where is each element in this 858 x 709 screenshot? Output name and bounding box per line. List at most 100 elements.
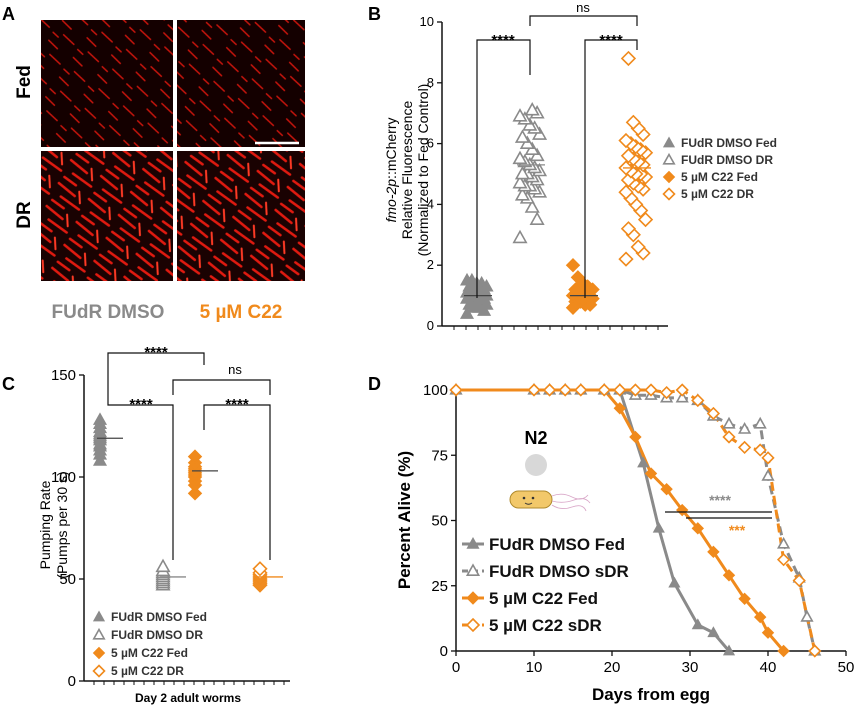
legend-marker	[92, 610, 106, 622]
data-point	[618, 251, 634, 267]
data-point	[187, 449, 203, 464]
data-point	[675, 390, 689, 403]
panel-d-letter: D	[368, 374, 381, 394]
y-tick-label: 150	[51, 367, 76, 384]
legend-entry: FUdR DMSO Fed	[111, 610, 207, 624]
panel-d-legend: FUdR DMSO Fed FUdR DMSO sDR 5 µM C22 Fed 5 …	[462, 535, 629, 635]
data-point	[524, 199, 540, 213]
col-label-c22: 5 µM C22	[200, 302, 283, 323]
data-point	[459, 272, 475, 286]
data-point	[753, 443, 767, 457]
micrograph-fed-c22	[177, 20, 305, 147]
data-point	[524, 102, 540, 116]
strain-label: N2	[524, 428, 547, 448]
panel-b-ylabel-line1: fmo-2p::mCherry	[383, 117, 399, 222]
y-tick-label: 50	[59, 571, 76, 588]
panel-d: D Percent Alive (%) Days from egg 0 25 50 7…	[368, 374, 854, 704]
y-tick-label: 10	[420, 14, 434, 29]
data-point	[459, 306, 475, 319]
legend-marker	[465, 563, 481, 576]
legend-entry: 5 µM C22 Fed	[111, 646, 188, 660]
data-point	[737, 440, 752, 455]
panel-b-significance: **** **** ns	[476, 0, 638, 298]
col-label-dmso: FUdR DMSO	[52, 302, 165, 323]
panel-b-ylabel-line3: (Normalized to Fed Control)	[415, 84, 431, 257]
panel-c-legend: FUdR DMSO Fed FUdR DMSO DR 5 µM C22 Fed 5 µ…	[92, 610, 207, 678]
y-tick-label: 8	[427, 75, 434, 90]
data-point	[514, 129, 530, 143]
data-point	[644, 467, 658, 480]
row-label-dr: DR	[14, 201, 35, 229]
legend-entry: FUdR DMSO Fed	[489, 535, 625, 554]
y-tick-label: 2	[427, 257, 434, 272]
data-point	[565, 257, 581, 273]
panel-c: C Pumping Rate (Pumps per 30 s) 0 50 100 15…	[2, 344, 290, 705]
y-tick-label: 0	[440, 643, 448, 660]
data-point	[675, 503, 689, 517]
data-point	[542, 383, 557, 397]
data-point	[529, 211, 545, 225]
data-point	[620, 148, 637, 164]
data-point	[652, 521, 665, 533]
sig-d-grey: ****	[709, 492, 731, 508]
data-point	[668, 576, 681, 588]
panel-a-letter: A	[2, 4, 15, 24]
y-tick-label: 6	[427, 136, 434, 151]
data-point	[613, 383, 627, 397]
legend-entry: 5 µM C22 Fed	[681, 170, 758, 184]
panel-c-significance: **** **** ns ****	[107, 344, 271, 560]
worm-spot	[525, 454, 547, 476]
data-point	[753, 416, 767, 429]
x-tick-label: 40	[760, 659, 777, 676]
legend-entry: FUdR DMSO sDR	[489, 562, 629, 581]
data-point	[252, 561, 268, 577]
legend-marker	[92, 627, 106, 640]
x-tick-label: 20	[604, 659, 621, 676]
sig-d-orange: ***	[729, 522, 746, 538]
data-point	[618, 132, 634, 149]
data-point	[512, 108, 528, 122]
sig-b-dmso: ****	[491, 32, 515, 49]
x-tick-label: 30	[682, 659, 699, 676]
sig-c-c22: ****	[225, 396, 249, 413]
legend-entry: FUdR DMSO Fed	[681, 136, 777, 150]
y-tick-label: 100	[423, 382, 448, 399]
data-point	[597, 383, 611, 397]
panel-c-ylabel-line2: (Pumps per 30 s)	[54, 471, 70, 578]
legend-entry: FUdR DMSO DR	[111, 628, 203, 642]
data-point	[625, 114, 641, 130]
data-point	[777, 644, 790, 658]
data-point	[761, 468, 775, 481]
data-point	[574, 383, 588, 397]
data-point	[792, 573, 806, 588]
bacterium-icon	[509, 490, 591, 512]
y-tick-label: 0	[68, 673, 76, 690]
x-tick-label: 10	[526, 659, 543, 676]
data-point	[808, 644, 822, 658]
legend-marker	[662, 187, 676, 201]
data-point	[691, 522, 705, 535]
survival-line	[456, 388, 731, 652]
legend-marker	[662, 170, 676, 184]
data-point	[637, 456, 650, 468]
legend-entry: 5 µM C22 sDR	[489, 616, 602, 635]
survival-line	[456, 388, 785, 652]
legend-entry: 5 µM C22 Fed	[489, 589, 598, 608]
data-point	[620, 221, 637, 237]
data-point	[722, 416, 736, 429]
legend-marker	[92, 664, 106, 678]
data-point	[558, 383, 572, 397]
data-point	[707, 626, 720, 638]
data-point	[753, 610, 767, 624]
data-point	[527, 383, 541, 397]
data-point	[618, 184, 634, 200]
panel-b: B fmo-2p::mCherry Relative Fluorescence …	[368, 0, 777, 333]
y-tick-label: 25	[431, 578, 448, 595]
legend-marker	[466, 536, 480, 549]
data-point	[738, 592, 751, 606]
data-point	[644, 383, 658, 397]
data-point	[777, 536, 791, 549]
data-point	[628, 383, 643, 397]
data-point	[660, 482, 673, 496]
y-tick-label: 4	[427, 196, 434, 211]
